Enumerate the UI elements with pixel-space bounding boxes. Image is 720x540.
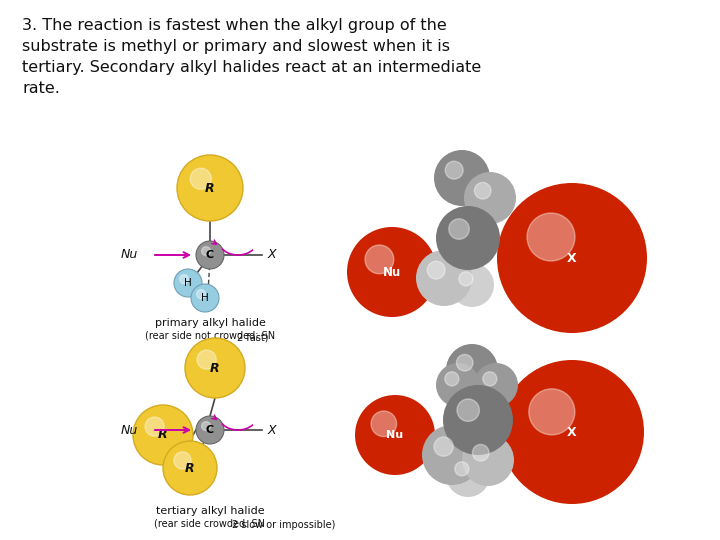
Text: R: R: [185, 462, 195, 475]
Circle shape: [371, 411, 397, 437]
Text: H: H: [201, 293, 209, 303]
Circle shape: [163, 441, 217, 495]
Circle shape: [449, 219, 469, 239]
Text: C: C: [206, 250, 214, 260]
Circle shape: [196, 416, 224, 444]
Circle shape: [527, 213, 575, 261]
Circle shape: [355, 395, 435, 475]
Circle shape: [434, 150, 490, 206]
Circle shape: [145, 417, 164, 436]
Circle shape: [445, 372, 459, 386]
Circle shape: [455, 462, 469, 476]
Circle shape: [365, 245, 394, 274]
Circle shape: [133, 405, 193, 465]
Circle shape: [197, 289, 206, 299]
Circle shape: [422, 425, 482, 485]
Circle shape: [427, 261, 445, 279]
Circle shape: [190, 168, 212, 190]
Text: (rear side crowded: SN: (rear side crowded: SN: [155, 518, 266, 528]
Text: Nu: Nu: [387, 430, 404, 440]
Circle shape: [456, 354, 473, 371]
Text: 3. The reaction is fastest when the alkyl group of the
substrate is methyl or pr: 3. The reaction is fastest when the alky…: [22, 18, 481, 96]
Circle shape: [446, 344, 498, 396]
Text: H: H: [184, 278, 192, 288]
Text: primary alkyl halide: primary alkyl halide: [155, 318, 266, 328]
Circle shape: [197, 350, 216, 369]
Circle shape: [177, 155, 243, 221]
Text: 2 slow or impossible): 2 slow or impossible): [232, 520, 336, 530]
Circle shape: [202, 247, 210, 255]
Text: Nu: Nu: [121, 248, 138, 261]
Text: (rear side not crowded; SN: (rear side not crowded; SN: [145, 330, 275, 340]
Text: tertiary alkyl halide: tertiary alkyl halide: [156, 506, 264, 516]
Text: R: R: [158, 429, 168, 442]
Circle shape: [528, 389, 575, 435]
Circle shape: [464, 172, 516, 224]
Circle shape: [474, 363, 518, 407]
Text: 2 fast): 2 fast): [237, 332, 269, 342]
Text: C: C: [206, 425, 214, 435]
Circle shape: [445, 161, 463, 179]
Circle shape: [347, 227, 437, 317]
Circle shape: [443, 385, 513, 455]
Circle shape: [462, 434, 514, 486]
Circle shape: [497, 183, 647, 333]
Circle shape: [436, 206, 500, 270]
Circle shape: [434, 437, 453, 456]
Circle shape: [416, 250, 472, 306]
Circle shape: [185, 338, 245, 398]
Circle shape: [196, 241, 224, 269]
Circle shape: [179, 275, 189, 284]
Circle shape: [174, 269, 202, 297]
Circle shape: [174, 452, 191, 469]
Text: X: X: [567, 426, 577, 438]
Text: X: X: [567, 252, 577, 265]
Text: X: X: [268, 423, 276, 436]
Text: Nu: Nu: [383, 266, 401, 279]
Circle shape: [472, 444, 489, 461]
Text: Nu: Nu: [121, 423, 138, 436]
Circle shape: [202, 422, 210, 430]
Circle shape: [191, 284, 219, 312]
Circle shape: [457, 399, 480, 421]
Text: X: X: [268, 248, 276, 261]
Circle shape: [446, 453, 490, 497]
Circle shape: [474, 183, 491, 199]
Circle shape: [459, 272, 473, 286]
Text: R: R: [210, 361, 220, 375]
Circle shape: [436, 363, 480, 407]
Circle shape: [450, 263, 494, 307]
Circle shape: [500, 360, 644, 504]
Circle shape: [483, 372, 497, 386]
Text: R: R: [205, 181, 215, 194]
